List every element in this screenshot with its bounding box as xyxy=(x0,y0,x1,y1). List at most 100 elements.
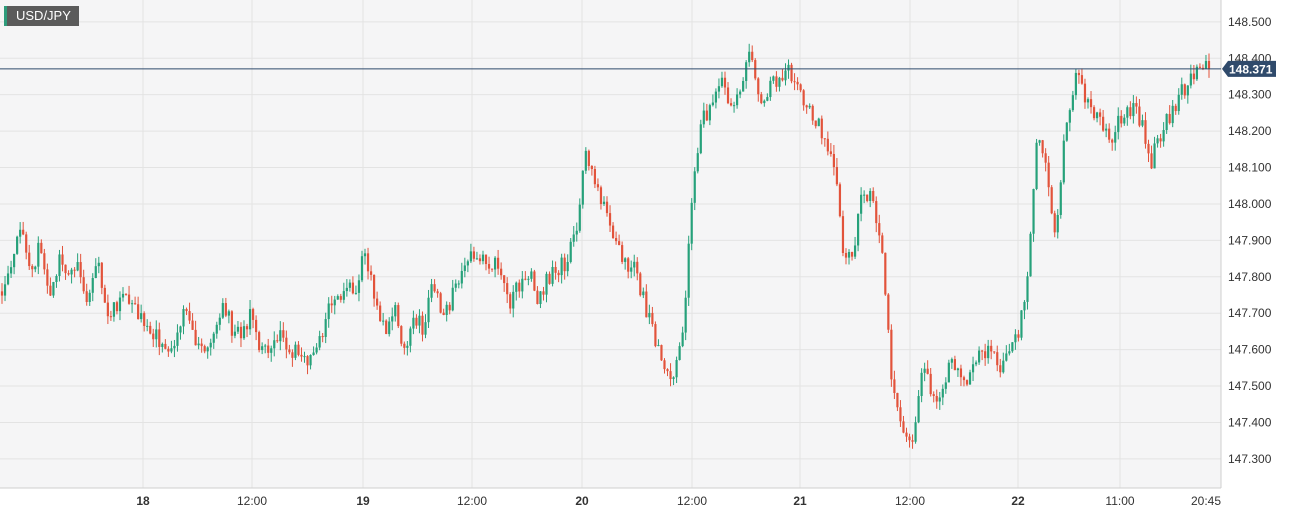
candle-body xyxy=(40,242,43,254)
candle-body xyxy=(1089,99,1093,108)
candle xyxy=(336,294,339,300)
candle-body xyxy=(197,343,200,346)
candle-body xyxy=(130,303,134,305)
candle-body xyxy=(878,223,881,236)
candle xyxy=(448,302,451,315)
candle-body xyxy=(1050,187,1053,214)
candle-body xyxy=(772,76,775,81)
candle-body xyxy=(294,344,297,358)
candle xyxy=(899,400,902,427)
candle-body xyxy=(106,302,109,317)
candle-body xyxy=(427,297,430,323)
candle-body xyxy=(1195,66,1198,80)
candle xyxy=(781,68,784,82)
candle xyxy=(881,232,884,254)
candle-body xyxy=(348,282,351,288)
candle xyxy=(137,296,140,320)
candle-body xyxy=(64,264,67,274)
candle-body xyxy=(70,269,73,275)
candle xyxy=(684,290,687,341)
candle xyxy=(1162,122,1165,147)
candle-body xyxy=(336,296,339,300)
x-tick-label: 12:00 xyxy=(895,494,925,508)
candle xyxy=(863,190,866,204)
candle xyxy=(415,314,418,329)
candle-body xyxy=(91,278,94,293)
candle xyxy=(1183,83,1186,99)
candle-body xyxy=(212,333,215,343)
candle-body xyxy=(1201,67,1205,69)
candle-body xyxy=(161,343,164,347)
candle-body xyxy=(693,171,696,203)
candle xyxy=(397,302,400,329)
candle xyxy=(442,308,445,316)
candle xyxy=(869,188,872,208)
candle xyxy=(630,260,633,279)
candle-body xyxy=(787,64,790,71)
candle-body xyxy=(621,245,624,262)
candle xyxy=(811,104,814,125)
candle-body xyxy=(149,325,152,334)
candle xyxy=(1074,68,1077,100)
candle xyxy=(206,346,209,359)
x-tick-label: 20:45 xyxy=(1191,494,1221,508)
candle-body xyxy=(987,345,990,359)
candle xyxy=(1002,352,1005,374)
candle xyxy=(1159,133,1162,148)
candle-body xyxy=(345,287,348,292)
candle-body xyxy=(509,294,512,309)
candle-body xyxy=(388,321,391,335)
candle-body xyxy=(533,271,536,291)
candle xyxy=(1135,96,1138,114)
candle-body xyxy=(551,266,554,284)
candle-body xyxy=(832,153,835,168)
candle xyxy=(1165,113,1168,134)
candle-body xyxy=(376,298,379,306)
x-tick-label: 21 xyxy=(793,494,807,508)
candle-body xyxy=(224,303,227,316)
candle xyxy=(1071,90,1074,112)
candle xyxy=(475,251,479,260)
candle xyxy=(79,253,82,284)
candle xyxy=(224,297,227,318)
candle-body xyxy=(1005,353,1008,361)
y-axis: 148.500148.400148.300148.200148.100148.0… xyxy=(1228,15,1272,466)
candle-body xyxy=(152,333,155,340)
candle-body xyxy=(239,326,243,339)
candle-body xyxy=(996,352,999,366)
candle-body xyxy=(315,347,318,353)
candle xyxy=(666,368,669,377)
candle xyxy=(164,339,167,350)
candle-body xyxy=(439,293,442,313)
current-price-label: 148.371 xyxy=(1229,62,1273,76)
candle xyxy=(1026,271,1029,310)
candle-body xyxy=(1020,310,1023,338)
candle-body xyxy=(170,348,173,352)
candle xyxy=(920,368,923,403)
candle-body xyxy=(13,253,16,268)
candle-body xyxy=(932,394,935,396)
candle xyxy=(672,376,675,386)
candle xyxy=(67,270,70,276)
candle-body xyxy=(911,440,914,442)
candle xyxy=(977,346,981,365)
candle xyxy=(663,358,666,374)
candle xyxy=(545,271,548,303)
candle-body xyxy=(22,229,25,235)
candle xyxy=(566,254,569,277)
candle-body xyxy=(575,230,578,235)
candle xyxy=(484,254,488,271)
candle xyxy=(832,145,835,176)
candle-body xyxy=(881,235,884,253)
candle xyxy=(460,262,463,289)
candle xyxy=(536,286,539,305)
candle-body xyxy=(206,347,209,352)
y-tick-label: 148.100 xyxy=(1228,161,1272,175)
candle xyxy=(817,117,820,127)
candle-body xyxy=(1095,112,1099,119)
candle-body xyxy=(209,342,212,348)
candle-body xyxy=(596,184,600,188)
candle xyxy=(820,115,823,145)
candle xyxy=(572,226,575,247)
